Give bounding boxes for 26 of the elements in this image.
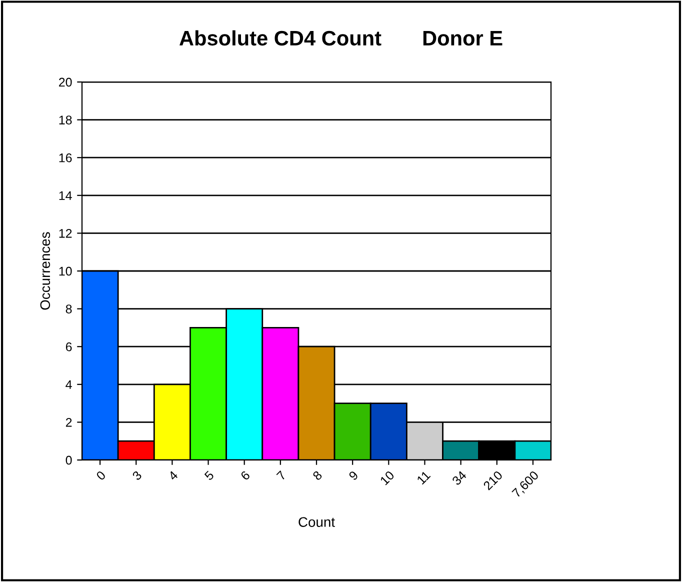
x-tick-label: 3 xyxy=(132,470,142,481)
x-tick-label: 7 xyxy=(276,470,286,481)
y-tick-label: 18 xyxy=(59,116,72,124)
y-tick-label: 6 xyxy=(66,342,72,352)
y-axis-title: Occurrences xyxy=(40,232,50,310)
x-tick-label: 9 xyxy=(348,470,359,481)
y-tick-label: 20 xyxy=(59,78,72,87)
x-tick-label: 6 xyxy=(240,470,250,481)
chart-title: Absolute CD4 Count Donor E xyxy=(179,30,502,46)
y-tick-label: 0 xyxy=(66,456,72,465)
x-axis-title: Count xyxy=(298,517,335,527)
x-tick-label: 11 xyxy=(416,470,431,485)
x-tick-label: 0 xyxy=(96,470,106,481)
y-tick-label: 2 xyxy=(66,418,72,427)
x-tick-label: 4 xyxy=(168,470,178,481)
y-tick-label: 4 xyxy=(66,380,72,389)
x-tick-label: 10 xyxy=(380,470,395,486)
y-tick-label: 8 xyxy=(66,304,72,314)
x-tick-label: 210 xyxy=(482,470,504,491)
y-tick-label: 10 xyxy=(59,266,72,276)
x-tick-label: 8 xyxy=(312,470,323,481)
y-tick-label: 14 xyxy=(59,191,72,200)
x-tick-label: 5 xyxy=(204,470,214,481)
y-tick-label: 12 xyxy=(59,229,72,238)
y-tick-label: 16 xyxy=(59,153,72,162)
x-tick-label: 34 xyxy=(452,470,468,486)
